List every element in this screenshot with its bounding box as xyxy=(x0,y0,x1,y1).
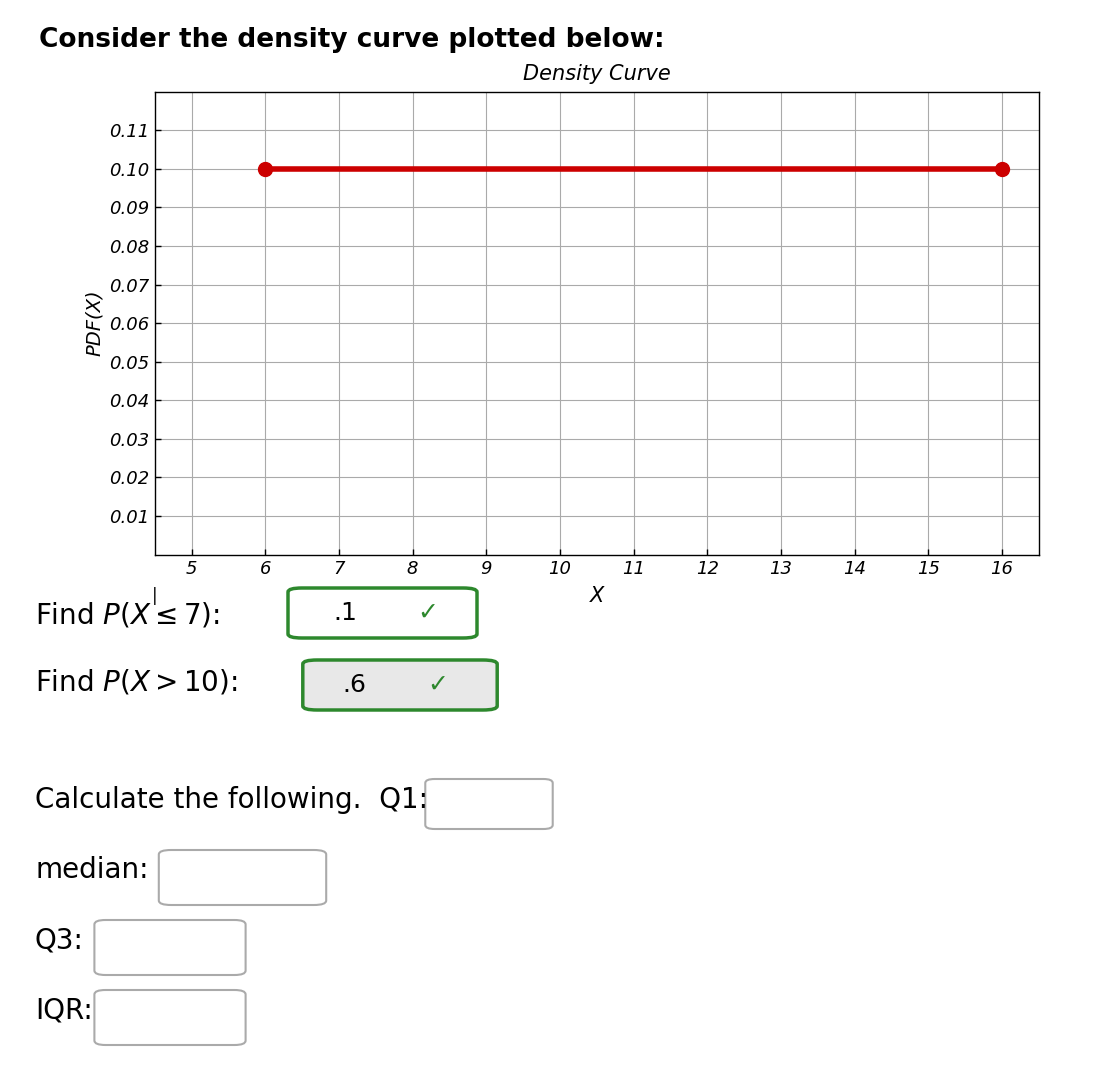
Text: Calculate the following.  Q1:: Calculate the following. Q1: xyxy=(35,786,428,814)
Text: Find $P(X \leq 7)$:: Find $P(X \leq 7)$: xyxy=(35,601,220,629)
Text: ✓: ✓ xyxy=(427,673,448,697)
Text: .6: .6 xyxy=(343,673,367,697)
FancyBboxPatch shape xyxy=(425,779,552,829)
Text: Find $P(X > 10)$:: Find $P(X > 10)$: xyxy=(35,668,238,697)
FancyBboxPatch shape xyxy=(94,920,245,975)
Text: IQR:: IQR: xyxy=(35,996,93,1024)
Text: |: | xyxy=(151,587,158,605)
FancyBboxPatch shape xyxy=(94,990,245,1045)
FancyBboxPatch shape xyxy=(159,850,326,905)
Text: Consider the density curve plotted below:: Consider the density curve plotted below… xyxy=(39,27,664,53)
FancyBboxPatch shape xyxy=(288,588,477,638)
Text: ✓: ✓ xyxy=(418,601,439,625)
Text: median:: median: xyxy=(35,856,148,884)
FancyBboxPatch shape xyxy=(303,660,497,710)
Y-axis label: PDF(X): PDF(X) xyxy=(85,290,104,356)
X-axis label: X: X xyxy=(590,586,603,606)
Text: .1: .1 xyxy=(334,601,357,625)
Title: Density Curve: Density Curve xyxy=(523,65,671,84)
Text: Q3:: Q3: xyxy=(35,926,84,954)
